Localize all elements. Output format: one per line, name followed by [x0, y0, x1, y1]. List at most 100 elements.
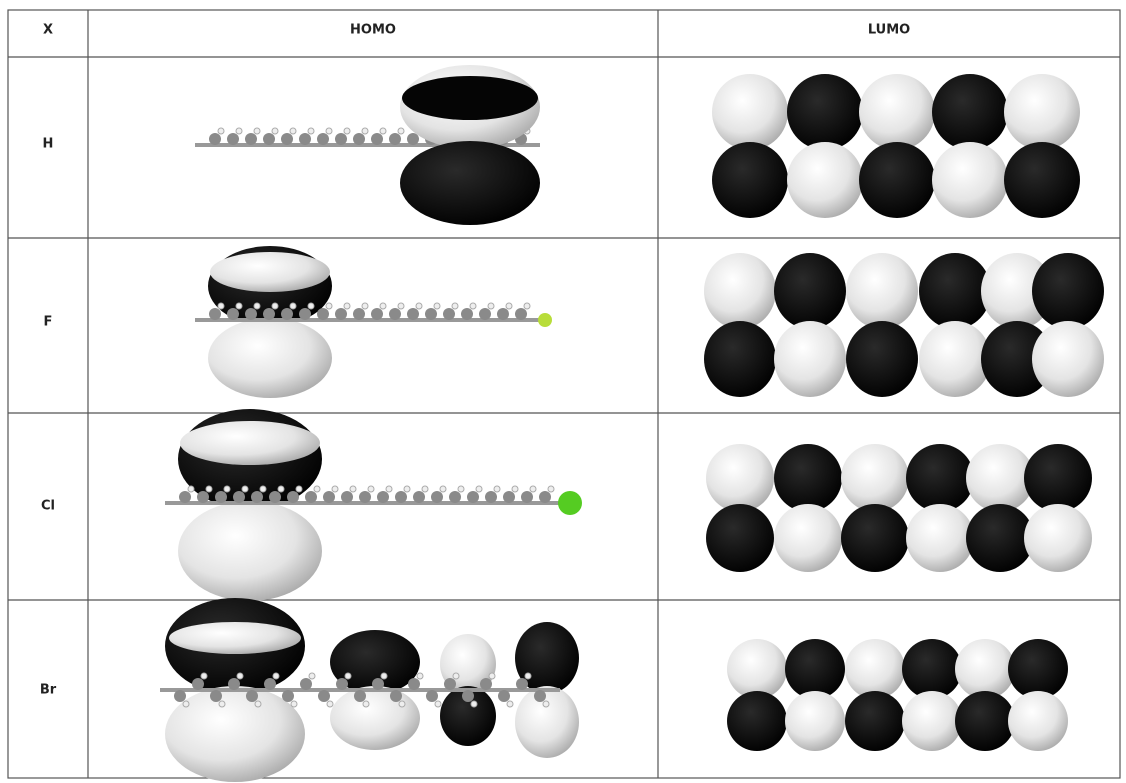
atom: [174, 690, 186, 702]
atom: [235, 302, 243, 310]
lobe: [774, 253, 846, 329]
halogen: [558, 491, 582, 515]
atom: [534, 690, 546, 702]
atom: [511, 485, 519, 493]
lobe: [841, 444, 909, 512]
atom: [281, 308, 293, 320]
atom: [251, 491, 263, 503]
atom: [269, 491, 281, 503]
lobe: [706, 504, 774, 572]
atom: [361, 127, 369, 135]
lobe: [846, 321, 918, 397]
atom: [209, 308, 221, 320]
lobe: [704, 321, 776, 397]
atom: [398, 700, 406, 708]
atom: [470, 700, 478, 708]
atom: [205, 485, 213, 493]
lobe: [515, 686, 579, 758]
atom: [289, 302, 297, 310]
atom: [467, 491, 479, 503]
lobe: [1024, 444, 1092, 512]
atom: [209, 133, 221, 145]
atom: [529, 485, 537, 493]
lobe: [402, 76, 538, 120]
atom: [371, 308, 383, 320]
header-cell: LUMO: [868, 23, 910, 38]
atom: [434, 700, 442, 708]
atom: [542, 700, 550, 708]
atom: [317, 133, 329, 145]
atom: [451, 302, 459, 310]
lobe: [981, 253, 1053, 329]
lobe: [1032, 321, 1104, 397]
atom: [523, 302, 531, 310]
atom: [488, 672, 496, 680]
atom: [462, 690, 474, 702]
atom: [353, 133, 365, 145]
atom: [326, 700, 334, 708]
atom: [281, 133, 293, 145]
atom: [290, 700, 298, 708]
atom: [380, 672, 388, 680]
atom: [335, 308, 347, 320]
lobe: [727, 639, 787, 699]
header-cell: HOMO: [350, 23, 396, 38]
lobe: [902, 691, 962, 751]
atom: [439, 485, 447, 493]
atom: [421, 485, 429, 493]
lobe: [846, 253, 918, 329]
atom: [253, 302, 261, 310]
atom: [228, 678, 240, 690]
atom: [331, 485, 339, 493]
lobe: [859, 74, 935, 150]
atom: [407, 308, 419, 320]
atom: [308, 672, 316, 680]
atom: [245, 308, 257, 320]
atom: [287, 491, 299, 503]
atom: [408, 678, 420, 690]
atom: [372, 678, 384, 690]
atom: [241, 485, 249, 493]
atom: [179, 491, 191, 503]
atom: [236, 672, 244, 680]
lobe: [169, 622, 301, 654]
lobe: [919, 253, 991, 329]
atom: [245, 133, 257, 145]
atom: [263, 133, 275, 145]
lobe: [955, 691, 1015, 751]
atom: [271, 302, 279, 310]
atom: [362, 700, 370, 708]
atom: [547, 485, 555, 493]
atom: [539, 491, 551, 503]
lobe: [330, 630, 420, 694]
lobe: [785, 691, 845, 751]
lobe: [330, 686, 420, 750]
atom: [433, 302, 441, 310]
atom: [271, 127, 279, 135]
lobe: [704, 253, 776, 329]
lobe: [1008, 639, 1068, 699]
atom: [506, 700, 514, 708]
atom: [497, 308, 509, 320]
atom: [305, 491, 317, 503]
lobe: [906, 444, 974, 512]
atom: [379, 127, 387, 135]
atom: [487, 302, 495, 310]
header-cell: X: [43, 23, 53, 38]
atom: [461, 308, 473, 320]
atom: [317, 308, 329, 320]
atom: [282, 690, 294, 702]
atom: [469, 302, 477, 310]
halogen: [538, 313, 552, 327]
atom: [299, 308, 311, 320]
orbital-images: [160, 65, 1104, 782]
atom: [253, 127, 261, 135]
atom: [235, 127, 243, 135]
atom: [524, 672, 532, 680]
lobe: [785, 639, 845, 699]
lobe: [1032, 253, 1104, 329]
atom: [210, 690, 222, 702]
atom: [403, 485, 411, 493]
atom: [187, 485, 195, 493]
